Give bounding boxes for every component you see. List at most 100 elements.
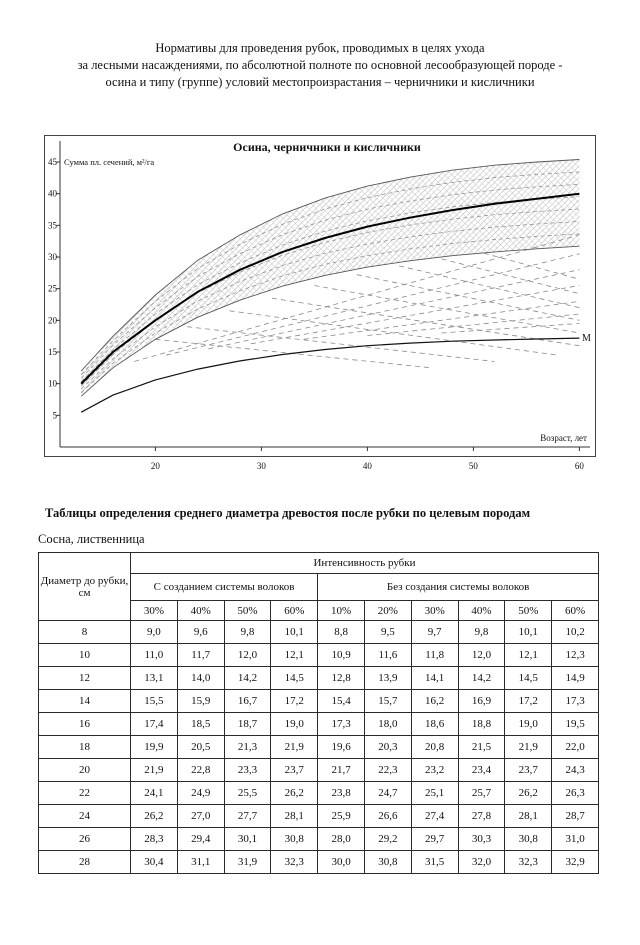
value-cell: 17,4 — [130, 712, 178, 736]
value-cell: 14,5 — [504, 666, 553, 690]
value-cell: 21,9 — [130, 758, 178, 782]
value-cell: 21,5 — [457, 735, 506, 759]
percent-header-cell: 50% — [223, 600, 272, 621]
value-cell: 24,7 — [363, 781, 412, 805]
value-cell: 27,8 — [457, 804, 506, 828]
title-line-1: Нормативы для проведения рубок, проводим… — [155, 41, 485, 55]
value-cell: 10,2 — [551, 620, 599, 644]
value-cell: 15,4 — [317, 689, 365, 713]
value-cell: 10,1 — [270, 620, 319, 644]
table-row: 18 19,9 20,5 21,3 21,9 19,6 20,3 20,8 21,5 21,9 22… — [38, 735, 599, 759]
value-cell: 21,9 — [504, 735, 553, 759]
band-upper-envelope — [80, 159, 580, 372]
value-cell: 26,6 — [363, 804, 412, 828]
value-cell: 32,9 — [551, 850, 599, 874]
percent-header-cell: 40% — [457, 600, 506, 621]
y-tick-label: 45 — [48, 157, 58, 167]
minimum-curve — [80, 337, 580, 413]
value-cell: 25,7 — [457, 781, 506, 805]
fan-line-falling — [187, 326, 495, 362]
main-normative-curve — [80, 192, 580, 385]
thinning-chart: 5 10 15 20 25 30 35 40 45 20 30 40 50 60 Осина, чернич… — [44, 135, 596, 483]
value-cell: 21,9 — [270, 735, 319, 759]
intensity-header-row: Диаметр до рубки, см Интенсивность рубки — [38, 552, 599, 621]
y-tick-label: 5 — [53, 410, 58, 420]
value-cell: 10,9 — [317, 643, 365, 667]
percent-header-cell: 10% — [317, 600, 365, 621]
y-tick-label: 30 — [48, 252, 58, 262]
y-tick-label: 35 — [48, 220, 58, 230]
value-cell: 20,8 — [410, 735, 459, 759]
x-tick-label: 30 — [257, 461, 267, 471]
value-cell: 11,7 — [176, 643, 225, 667]
percent-header-cell: 50% — [504, 600, 553, 621]
value-cell: 26,3 — [551, 781, 599, 805]
value-cell: 24,9 — [176, 781, 225, 805]
value-cell: 30,8 — [270, 827, 319, 851]
value-cell: 28,3 — [130, 827, 178, 851]
value-cell: 25,1 — [410, 781, 459, 805]
value-cell: 30,8 — [363, 850, 412, 874]
value-cell: 22,3 — [363, 758, 412, 782]
value-cell: 27,0 — [176, 804, 225, 828]
percent-header-cell: 20% — [363, 600, 412, 621]
value-cell: 18,7 — [223, 712, 272, 736]
diameter-cell: 24 — [38, 804, 131, 828]
table-row: 10 11,0 11,7 12,0 12,1 10,9 11,6 11,8 12,0 12,1 12… — [38, 643, 599, 667]
value-cell: 19,0 — [270, 712, 319, 736]
tables-heading: Таблицы определения среднего диаметра др… — [45, 506, 531, 520]
value-cell: 23,4 — [457, 758, 506, 782]
value-cell: 25,9 — [317, 804, 365, 828]
diameter-cell: 14 — [38, 689, 131, 713]
band-inner-curve — [80, 196, 580, 383]
band-lower-envelope — [80, 245, 580, 397]
value-cell: 17,2 — [270, 689, 319, 713]
value-cell: 26,2 — [504, 781, 553, 805]
diameter-cell: 12 — [38, 666, 131, 690]
value-cell: 22,0 — [551, 735, 599, 759]
value-cell: 19,9 — [130, 735, 178, 759]
chart-svg: 5 10 15 20 25 30 35 40 45 20 30 40 50 60 Осина, чернич… — [44, 135, 596, 471]
table-row: 26 28,3 29,4 30,1 30,8 28,0 29,2 29,7 30,3 30,8 31… — [38, 827, 599, 851]
x-tick-label: 20 — [151, 461, 161, 471]
value-cell: 19,6 — [317, 735, 365, 759]
value-cell: 28,1 — [270, 804, 319, 828]
with-skid-header-cell: С созданием системы волоков — [129, 573, 319, 601]
value-cell: 31,9 — [223, 850, 272, 874]
value-cell: 24,1 — [130, 781, 178, 805]
percent-header-row: 30% 40% 50% 60% 10% 20% 30% 40% 50% 60% — [39, 600, 599, 621]
value-cell: 13,1 — [130, 666, 178, 690]
value-cell: 12,0 — [457, 643, 506, 667]
value-cell: 13,9 — [363, 666, 412, 690]
chart-frame — [44, 135, 596, 457]
y-tick-label: 20 — [48, 315, 58, 325]
value-cell: 9,7 — [410, 620, 459, 644]
value-cell: 22,8 — [176, 758, 225, 782]
table-row: 8 9,0 9,6 9,8 10,1 8,8 9,5 9,7 9,8 10,1 10,2 — [38, 620, 599, 644]
value-cell: 11,8 — [410, 643, 459, 667]
value-cell: 26,2 — [130, 804, 178, 828]
fan-line-rising — [367, 313, 580, 336]
fan-line-falling — [229, 310, 559, 356]
diameter-cell: 22 — [38, 781, 131, 805]
percent-header-cell: 30% — [130, 600, 178, 621]
value-cell: 18,5 — [176, 712, 225, 736]
chart-title: Осина, черничники и кисличники — [233, 140, 421, 154]
value-cell: 9,8 — [223, 620, 272, 644]
value-cell: 12,1 — [504, 643, 553, 667]
value-cell: 23,2 — [410, 758, 459, 782]
table-body: 8 9,0 9,6 9,8 10,1 8,8 9,5 9,7 9,8 10,1 10,2 10 11,0… — [38, 620, 599, 874]
fan-line-rising — [303, 300, 580, 340]
without-skid-header-cell: Без создания системы волоков — [317, 573, 599, 601]
table-row: 28 30,4 31,1 31,9 32,3 30,0 30,8 31,5 32,0 32,3 32… — [38, 850, 599, 874]
value-cell: 9,0 — [130, 620, 178, 644]
value-cell: 17,3 — [317, 712, 365, 736]
value-cell: 25,5 — [223, 781, 272, 805]
fan-line-falling — [441, 258, 580, 295]
value-cell: 15,9 — [176, 689, 225, 713]
table-row: 20 21,9 22,8 23,3 23,7 21,7 22,3 23,2 23,4 23,7 24… — [38, 758, 599, 782]
table-row: 22 24,1 24,9 25,5 26,2 23,8 24,7 25,1 25,7 26,2 26… — [38, 781, 599, 805]
fan-line-rising — [165, 253, 580, 356]
value-cell: 10,1 — [504, 620, 553, 644]
value-cell: 30,8 — [504, 827, 553, 851]
